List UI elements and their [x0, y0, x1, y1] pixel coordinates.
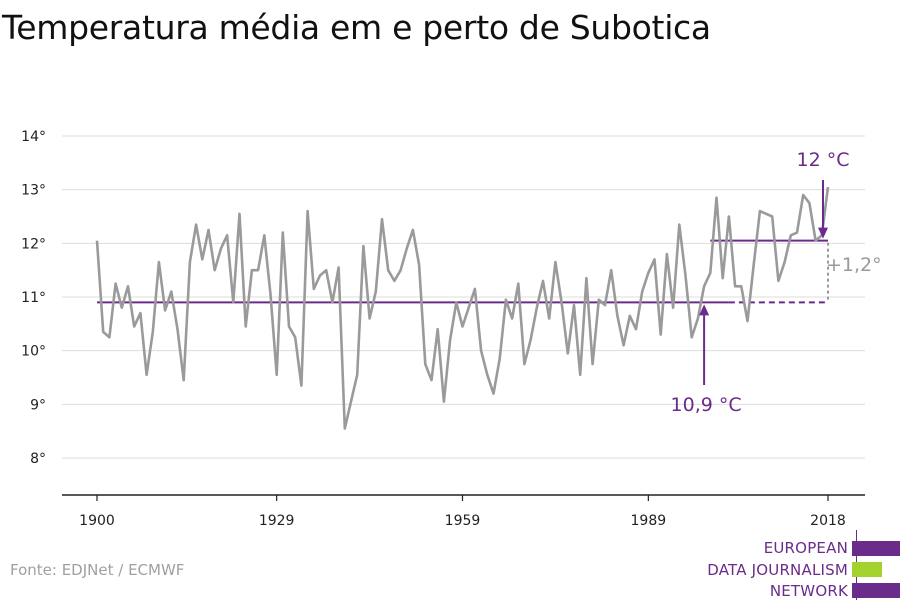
temperature-line [95, 186, 830, 430]
x-tick-label: 1929 [259, 513, 295, 529]
baseline-mean-label: 10,9 °C [671, 394, 742, 416]
x-axis: 1900 1929 1959 1989 2018 [62, 494, 865, 529]
recent-arrow-head [818, 227, 828, 239]
logo-line-3: NETWORK [769, 582, 848, 600]
y-tick-label: 14° [21, 129, 46, 145]
logo-bar-purple-top [852, 541, 900, 556]
y-tick-label: 10° [21, 344, 46, 360]
edjnet-logo: EUROPEAN DATA JOURNALISM NETWORK [690, 530, 900, 600]
difference-label: +1,2° [826, 254, 882, 276]
temperature-series [95, 186, 830, 430]
y-tick-label: 13° [21, 183, 46, 199]
chart-title: Temperatura média em e perto de Subotica [2, 8, 711, 47]
x-tick-label: 1959 [445, 513, 481, 529]
y-tick-label: 12° [21, 236, 46, 252]
recent-mean-label: 12 °C [797, 149, 850, 171]
baseline-arrow-head [699, 304, 710, 316]
logo-bar-green [852, 562, 882, 577]
annotations: 12 °C 10,9 °C +1,2° [671, 149, 882, 416]
y-axis-ticks: 8° 9° 10° 11° 12° 13° 14° [21, 129, 46, 467]
y-tick-label: 8° [30, 451, 46, 467]
gridlines [62, 135, 865, 459]
x-tick-label: 2018 [810, 513, 846, 529]
source-note: Fonte: EDJNet / ECMWF [10, 561, 185, 579]
y-tick-label: 9° [30, 397, 46, 413]
x-tick-label: 1989 [631, 513, 667, 529]
logo-bar-purple-bottom [852, 583, 900, 598]
reference-lines [97, 239, 829, 304]
x-tick-label: 1900 [79, 513, 115, 529]
y-tick-label: 11° [21, 290, 46, 306]
logo-line-1: EUROPEAN [763, 539, 848, 557]
logo-line-2: DATA JOURNALISM [707, 561, 848, 579]
